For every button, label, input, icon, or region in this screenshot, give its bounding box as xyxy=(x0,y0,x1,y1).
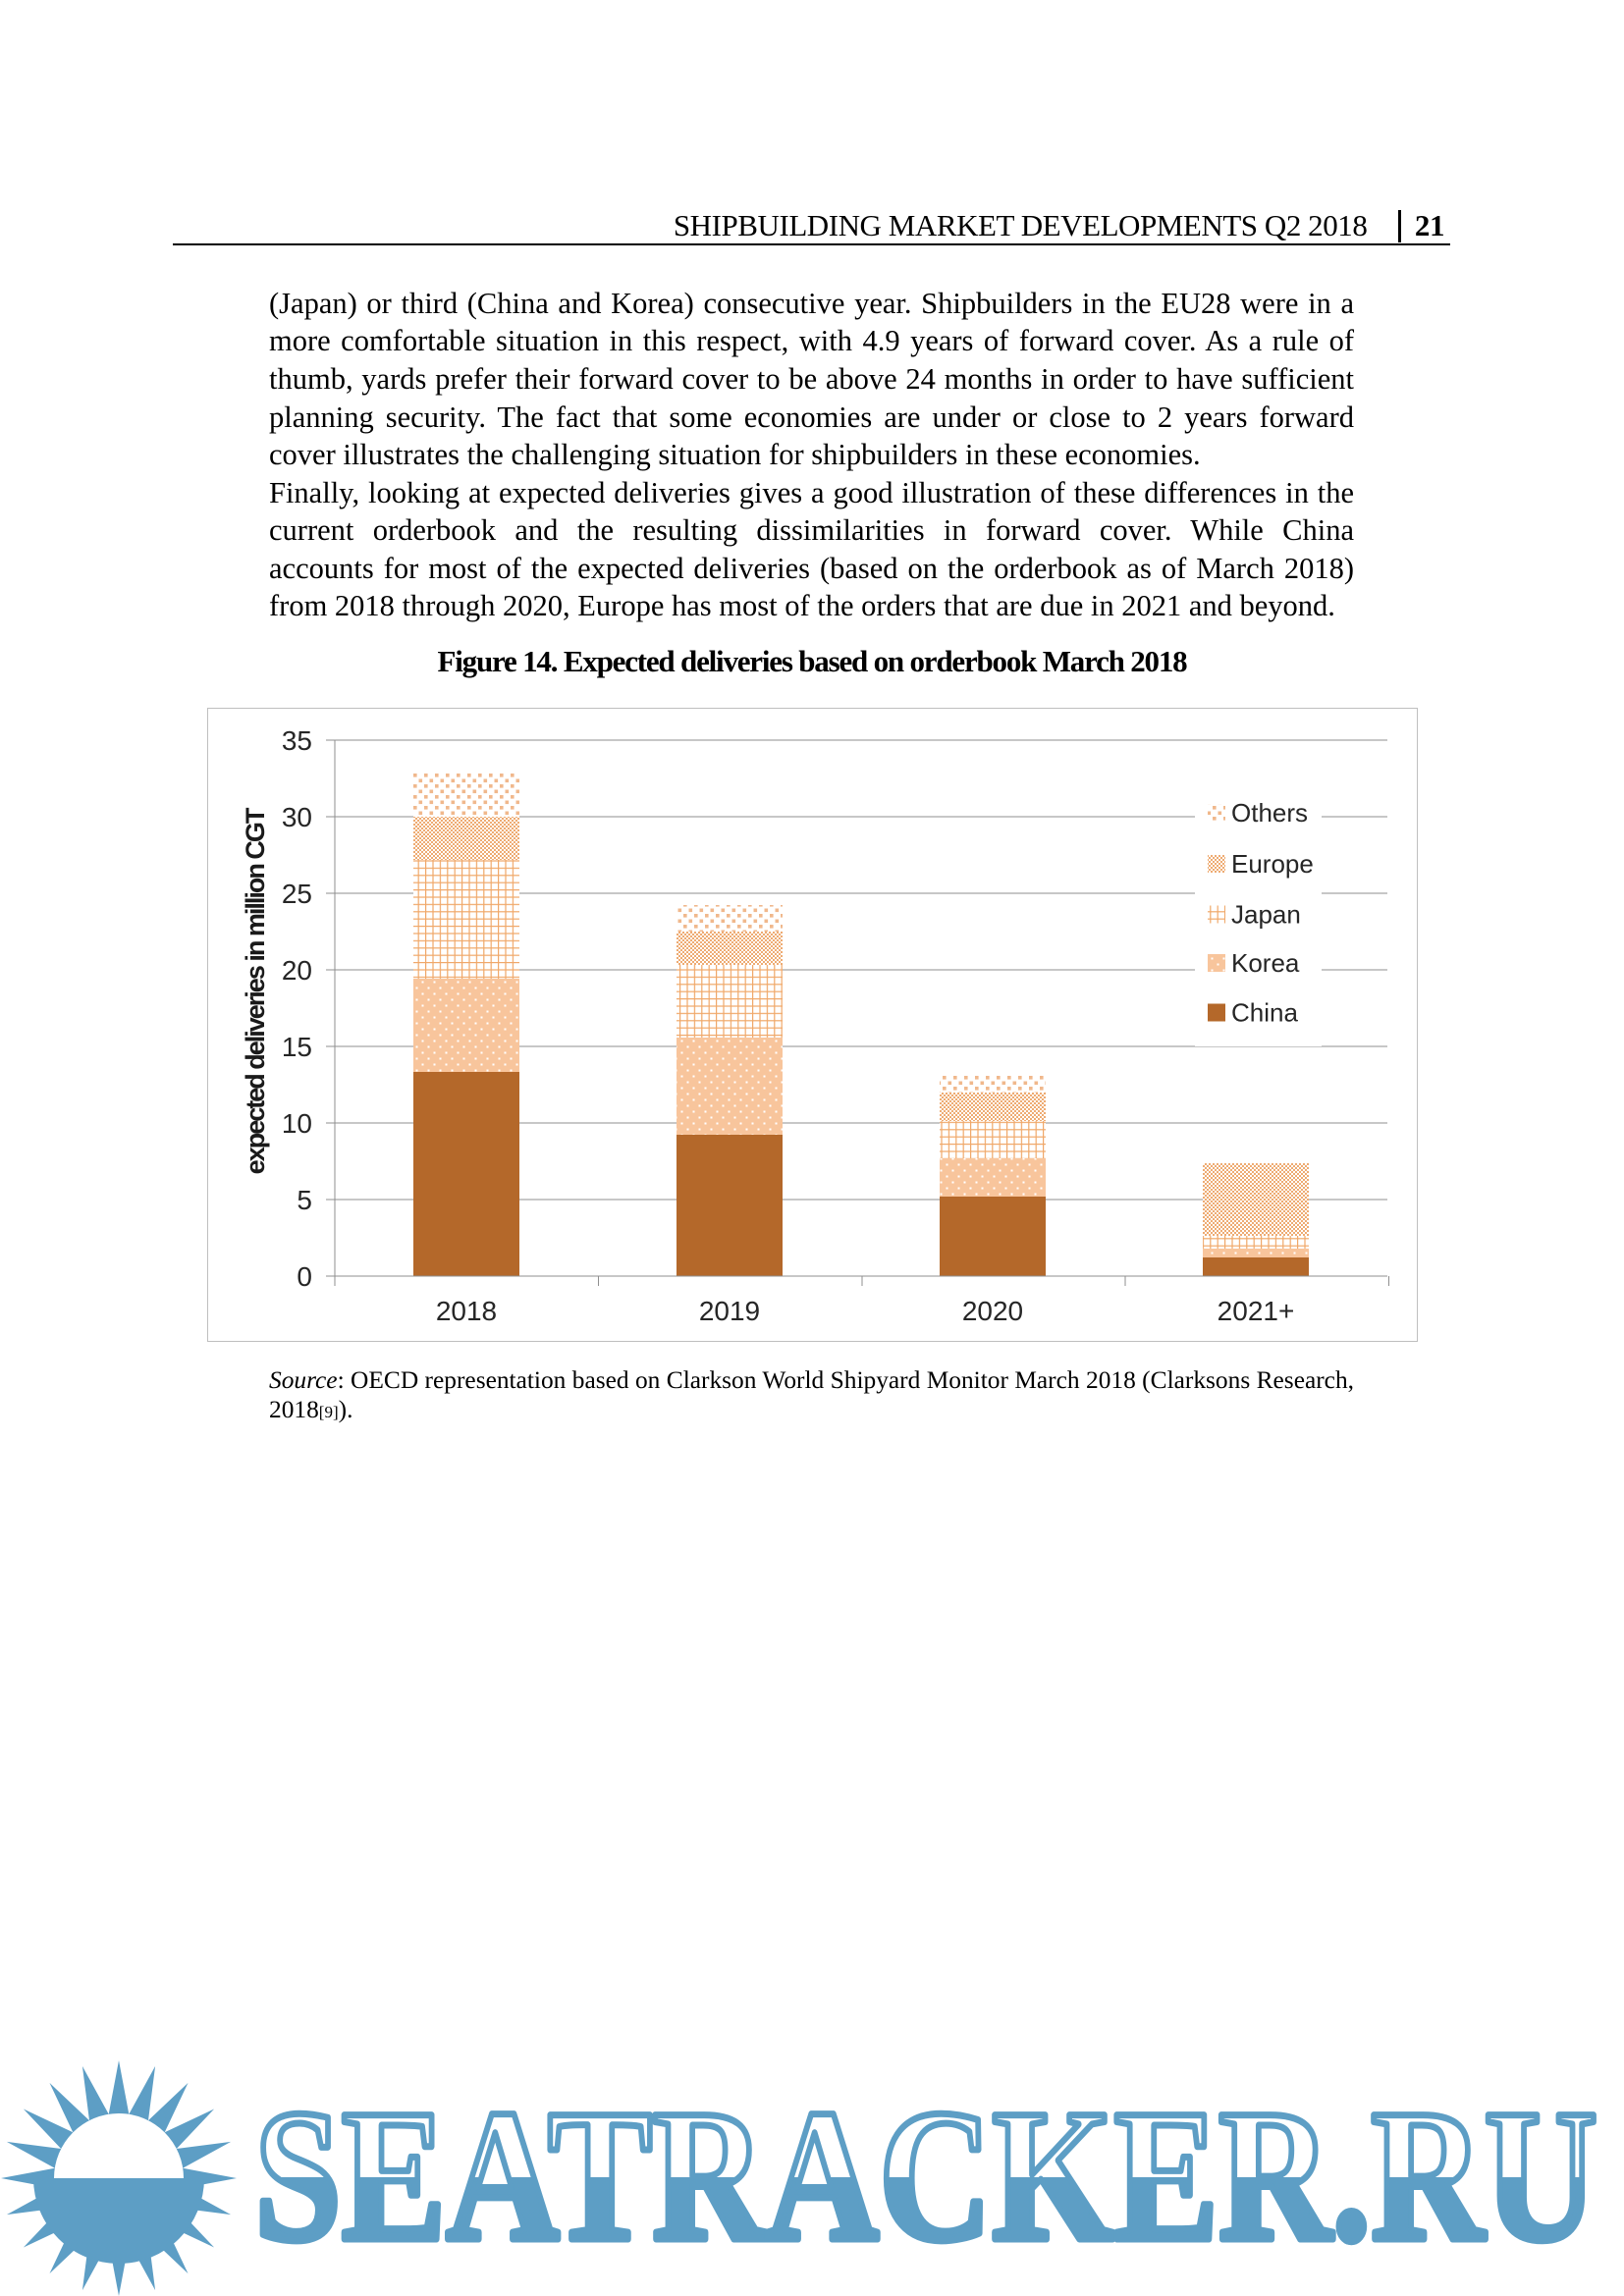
svg-text:2021+: 2021+ xyxy=(1218,1296,1295,1326)
svg-text:SEATRACKER.RU: SEATRACKER.RU xyxy=(254,2070,1597,2280)
svg-text:5: 5 xyxy=(297,1185,312,1215)
svg-text:15: 15 xyxy=(282,1032,312,1062)
svg-text:Japan: Japan xyxy=(1231,900,1301,930)
svg-text:20: 20 xyxy=(282,955,312,986)
svg-text:25: 25 xyxy=(282,879,312,909)
svg-text:2018: 2018 xyxy=(436,1296,497,1326)
svg-text:0: 0 xyxy=(297,1261,312,1292)
svg-text:35: 35 xyxy=(282,725,312,756)
svg-text:Europe: Europe xyxy=(1231,849,1314,879)
svg-text:China: China xyxy=(1231,998,1298,1028)
svg-text:30: 30 xyxy=(282,802,312,832)
svg-text:10: 10 xyxy=(282,1108,312,1139)
svg-text:Others: Others xyxy=(1231,798,1308,828)
svg-text:2020: 2020 xyxy=(962,1296,1023,1326)
svg-text:2019: 2019 xyxy=(699,1296,760,1326)
svg-text:expected deliveries in million: expected deliveries in million CGT xyxy=(241,807,270,1174)
svg-text:Korea: Korea xyxy=(1231,948,1300,978)
